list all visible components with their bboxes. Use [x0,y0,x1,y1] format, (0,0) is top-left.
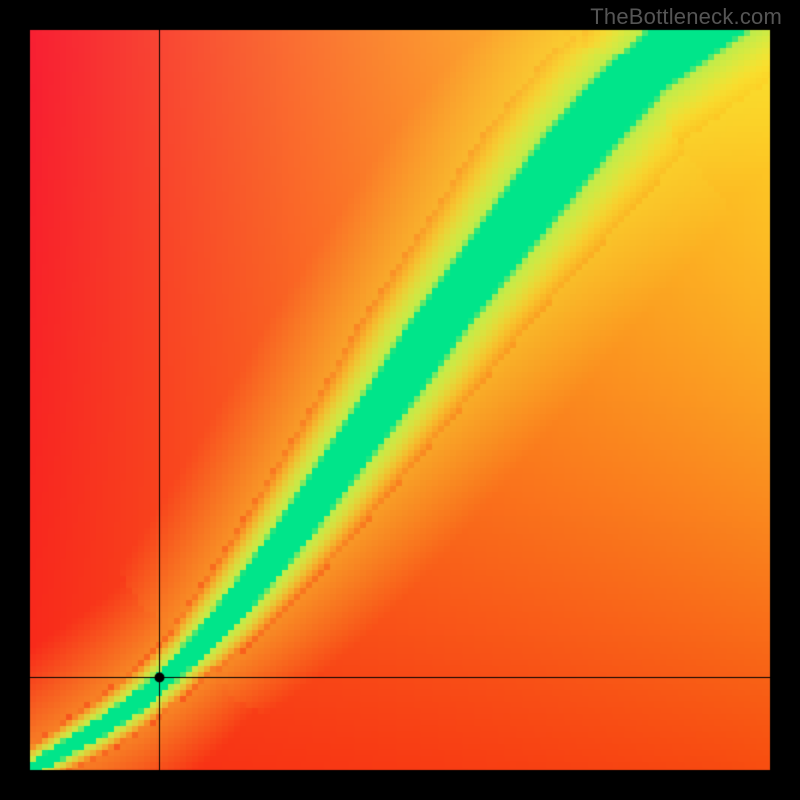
watermark-text: TheBottleneck.com [590,4,782,30]
figure-container: TheBottleneck.com [0,0,800,800]
bottleneck-heatmap-canvas [0,0,800,800]
